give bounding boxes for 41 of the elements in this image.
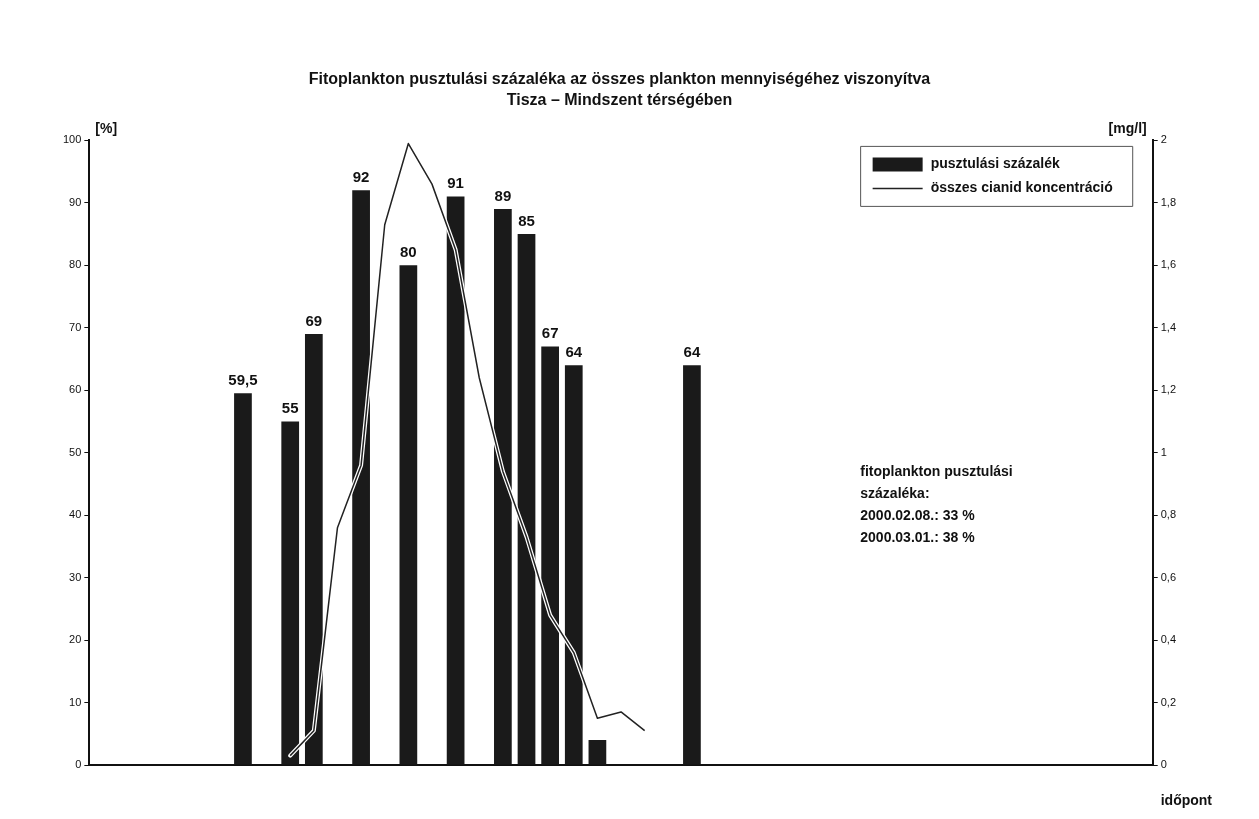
chart-title: Fitoplankton pusztulási százaléka az összes plankton mennyiségéhez viszonyítva (308, 70, 931, 88)
data-label: 64 (683, 342, 701, 360)
y-tick-label: 50 (69, 445, 82, 458)
y2-tick-label: 0,4 (1160, 633, 1177, 646)
annotation: fitoplankton pusztulási százaléka: 2000.02.08.: 33 % 2000.03.01.: 38 % (860, 463, 1013, 546)
data-label: 64 (565, 342, 583, 360)
y2-tick-label: 0,2 (1160, 695, 1177, 708)
y2-axis-title: [mg/l] (1108, 120, 1147, 137)
y-tick-label: 70 (69, 320, 82, 333)
y2-tick-label: 0 (1160, 758, 1167, 771)
y-tick-label: 0 (75, 758, 82, 771)
legend-label: pusztulási százalék (930, 155, 1061, 172)
y-tick-label: 20 (69, 633, 82, 646)
y2-tick-label: 1 (1160, 445, 1167, 458)
x-axis-title: időpont (1160, 791, 1213, 808)
data-label: 92 (352, 168, 370, 186)
data-label: 55 (281, 399, 299, 417)
data-label: 85 (518, 211, 535, 229)
y2-tick-label: 0,6 (1160, 570, 1177, 583)
legend-label: összes cianid koncentráció (930, 179, 1113, 196)
data-label: 89 (494, 186, 512, 204)
data-label: 91 (447, 174, 464, 192)
y2-tick-label: 1,6 (1160, 258, 1177, 271)
y-tick-label: 80 (69, 258, 82, 271)
data-label: 67 (541, 324, 559, 342)
data-label: 59,5 (228, 371, 258, 388)
y-tick-label: 100 (62, 133, 82, 146)
y-tick-label: 40 (69, 508, 82, 521)
y-tick-label: 30 (69, 570, 82, 583)
y2-tick-label: 2 (1160, 133, 1167, 146)
y-tick-label: 90 (69, 195, 82, 208)
data-label: 80 (400, 242, 417, 260)
y2-tick-label: 0,8 (1160, 508, 1177, 521)
y-tick-label: 60 (69, 383, 82, 396)
y2-tick-label: 1,8 (1160, 195, 1177, 208)
y-tick-label: 10 (69, 695, 82, 708)
y2-tick-label: 1,4 (1160, 320, 1177, 333)
y2-tick-label: 1,2 (1160, 383, 1177, 396)
data-label: 69 (305, 311, 323, 329)
y-axis-title: [%] (95, 120, 118, 137)
chart-subtitle: Tisza – Mindszent térségében (506, 91, 733, 109)
